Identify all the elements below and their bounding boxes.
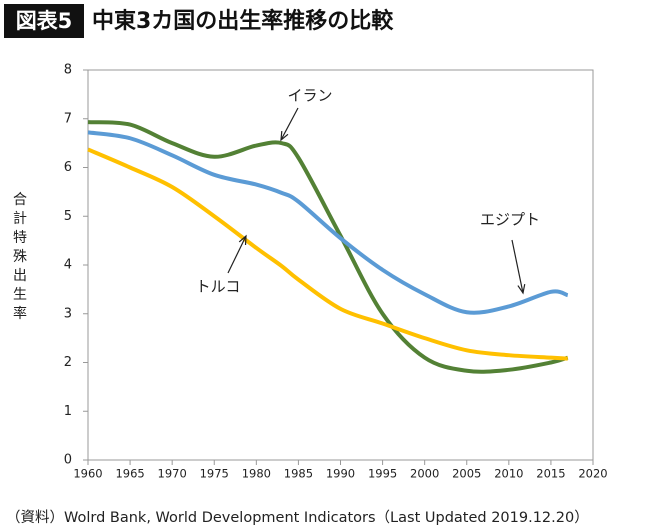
x-tick-label: 2005: [452, 467, 481, 481]
y-tick-label: 8: [64, 63, 72, 78]
series-line: [87, 120, 569, 374]
annotation-arrow: [511, 239, 524, 294]
x-tick-label: 1965: [115, 467, 144, 481]
x-tick-label: 1970: [158, 467, 187, 481]
x-tick-label: 1985: [284, 467, 313, 481]
badge-box: [4, 4, 84, 38]
y-tick-label: 1: [64, 404, 72, 419]
x-tick-label: 1980: [242, 467, 271, 481]
series-label: トルコ: [196, 278, 241, 296]
chart-title: 中東3カ国の出生率推移の比較: [92, 8, 394, 34]
arrow-head: [280, 130, 289, 142]
y-tick-label: 2: [64, 355, 72, 370]
annotation-arrow: [227, 235, 247, 274]
badge: 図表5: [16, 9, 73, 33]
y-tick-label: 4: [64, 258, 72, 273]
y-tick-label: 6: [64, 160, 72, 175]
x-tick-label: 1960: [73, 467, 102, 481]
series-line: [87, 147, 568, 361]
y-tick-label: 0: [64, 453, 72, 468]
x-tick-label: 2015: [536, 467, 565, 481]
series-label: エジプト: [480, 211, 540, 229]
x-tick-label: 1975: [200, 467, 229, 481]
x-tick-label: 2000: [410, 467, 439, 481]
series-line: [87, 130, 569, 315]
x-tick-label: 2020: [578, 467, 607, 481]
x-tick-label: 2010: [494, 467, 523, 481]
x-tick-label: 1990: [326, 467, 355, 481]
y-tick-label: 7: [64, 111, 72, 126]
y-tick-label: 3: [64, 306, 72, 321]
y-tick-label: 5: [64, 209, 72, 224]
source: （資料）Wolrd Bank, World Development Indica…: [6, 509, 589, 526]
series-label: イラン: [287, 87, 332, 105]
arrow-head: [517, 284, 526, 295]
x-tick-label: 1995: [368, 467, 397, 481]
y-axis-label: 合計特殊出生率: [13, 192, 27, 322]
annotation-arrow: [280, 107, 299, 141]
arrow-head: [238, 234, 247, 246]
